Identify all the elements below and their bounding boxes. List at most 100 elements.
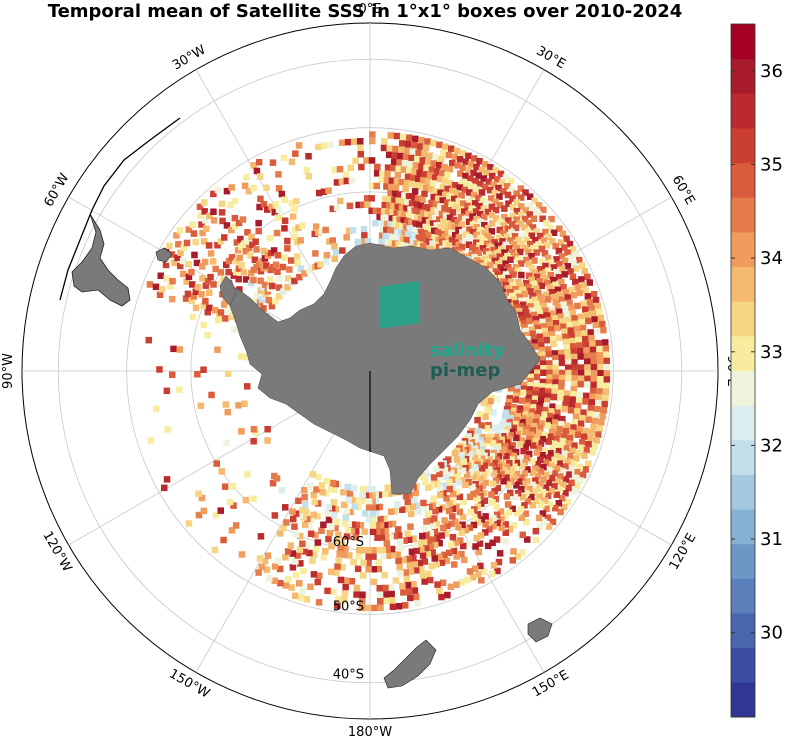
- sss-cell: [464, 576, 471, 584]
- sss-cell: [197, 212, 204, 219]
- sss-cell: [394, 171, 402, 179]
- sss-cell: [223, 261, 230, 268]
- sss-cell: [543, 241, 551, 249]
- sss-cell: [574, 302, 581, 310]
- sss-cell: [536, 309, 543, 317]
- sss-cell: [469, 483, 476, 491]
- sss-cell: [497, 449, 505, 457]
- sss-cell: [183, 278, 190, 285]
- sss-cell: [548, 305, 555, 313]
- sss-cell: [493, 215, 500, 222]
- sss-cell: [501, 467, 508, 474]
- sss-cell: [518, 315, 526, 323]
- sss-cell: [458, 192, 465, 199]
- sss-cell: [477, 226, 484, 234]
- sss-cell: [570, 385, 578, 393]
- sss-cell: [451, 224, 459, 231]
- sss-cell: [377, 522, 385, 529]
- sss-cell: [365, 591, 372, 599]
- sss-cell: [547, 259, 555, 266]
- sss-cell: [211, 306, 219, 314]
- sss-cell: [506, 289, 514, 296]
- sss-cell: [488, 212, 496, 219]
- sss-cell: [257, 195, 264, 203]
- antarctic-peninsula: [219, 275, 237, 307]
- sss-cell: [506, 470, 513, 478]
- sss-cell: [264, 426, 271, 433]
- sss-cell: [341, 520, 348, 527]
- sss-cell: [492, 198, 499, 206]
- sss-cell: [479, 197, 487, 205]
- sss-cell: [192, 238, 199, 246]
- sss-cell: [525, 390, 533, 397]
- sss-cell: [357, 144, 364, 151]
- sss-cell: [532, 418, 539, 425]
- sss-cell: [559, 481, 567, 488]
- sss-cell: [153, 405, 160, 413]
- sss-cell: [348, 578, 356, 585]
- sss-cell: [373, 522, 381, 529]
- sss-cell: [438, 155, 445, 163]
- sss-cell: [302, 501, 309, 508]
- sss-cell: [365, 504, 373, 511]
- sss-cell: [482, 183, 489, 191]
- sss-cell: [437, 491, 444, 499]
- sss-cell: [383, 533, 390, 541]
- sss-cell: [200, 302, 207, 309]
- sss-cell: [452, 518, 459, 525]
- sss-cell: [591, 316, 598, 323]
- sss-cell: [223, 187, 231, 195]
- sss-cell: [433, 222, 441, 229]
- sss-cell: [260, 201, 268, 208]
- sss-cell: [539, 365, 547, 372]
- sss-cell: [510, 424, 518, 432]
- sss-cell: [236, 286, 243, 293]
- sss-cell: [446, 165, 454, 173]
- sss-cell: [475, 249, 482, 257]
- sss-cell: [520, 232, 527, 240]
- sss-cell: [394, 501, 401, 508]
- sss-cell: [403, 236, 410, 244]
- sss-cell: [333, 569, 340, 577]
- sss-cell: [353, 521, 360, 529]
- sss-cell: [374, 547, 382, 554]
- sss-cell: [474, 518, 482, 526]
- sss-cell: [498, 516, 505, 523]
- sss-cell: [315, 473, 322, 481]
- sss-cell: [436, 539, 443, 547]
- sss-cell: [448, 541, 455, 549]
- sss-cell: [449, 513, 456, 520]
- sss-cell: [533, 414, 541, 421]
- sss-cell: [492, 495, 500, 503]
- sss-cell: [538, 420, 545, 427]
- sss-cell: [401, 242, 409, 250]
- sss-cell: [385, 202, 393, 209]
- sss-cell: [449, 498, 457, 505]
- sss-cell: [446, 214, 454, 222]
- sss-cell: [521, 470, 529, 477]
- sss-cell: [341, 590, 349, 597]
- sss-cell: [539, 488, 547, 496]
- sss-cell: [414, 175, 422, 183]
- sss-cell: [539, 215, 546, 222]
- sss-cell: [432, 214, 439, 222]
- sss-cell: [508, 411, 516, 418]
- sss-cell: [490, 514, 497, 522]
- sss-cell: [598, 419, 605, 426]
- sss-cell: [199, 229, 206, 237]
- sss-cell: [544, 392, 551, 400]
- sss-cell: [185, 273, 193, 281]
- sss-cell: [359, 491, 366, 499]
- sss-cell: [340, 489, 347, 496]
- sss-cell: [514, 510, 521, 517]
- sss-cell: [283, 519, 290, 526]
- sss-cell: [545, 479, 553, 487]
- sss-cell: [472, 208, 480, 215]
- sss-cell: [503, 439, 511, 446]
- sss-cell: [480, 489, 488, 497]
- sss-cell: [518, 514, 526, 521]
- sss-cell: [461, 216, 469, 223]
- sss-cell: [536, 333, 543, 340]
- sss-cell: [435, 162, 443, 169]
- sss-cell: [534, 485, 541, 492]
